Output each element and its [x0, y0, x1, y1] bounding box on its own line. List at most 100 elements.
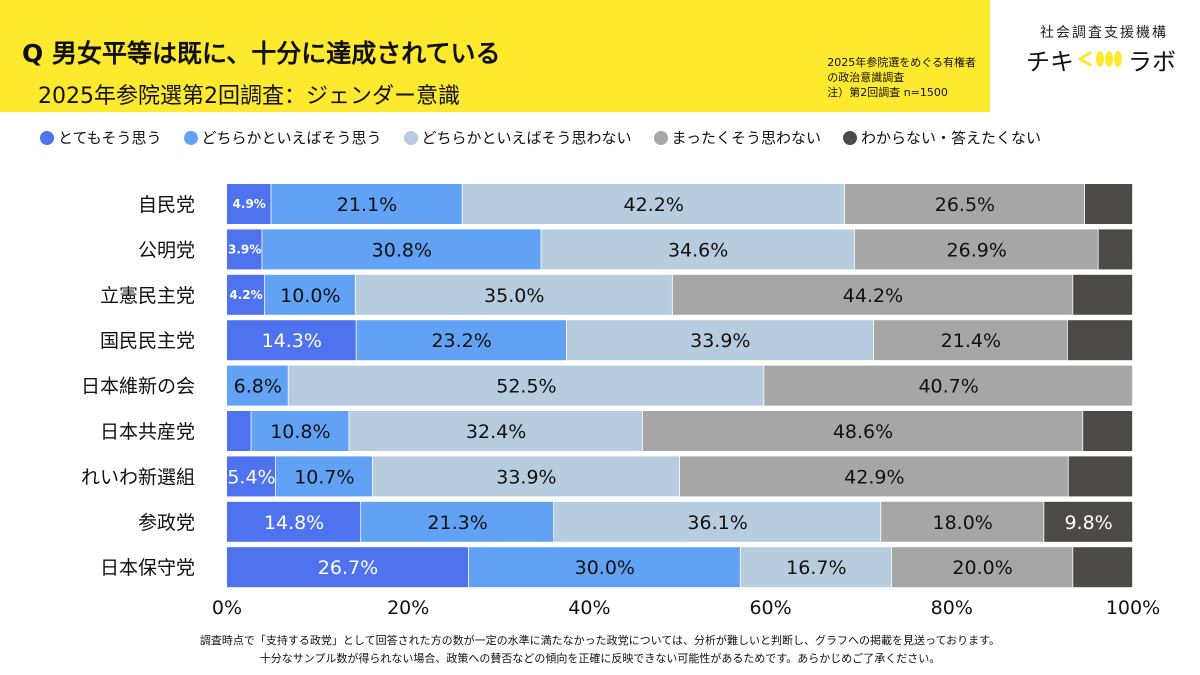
data-label: 32.4%	[466, 421, 526, 443]
data-label: 4.9%	[233, 197, 266, 211]
legend-item: とてもそう思う	[40, 127, 162, 148]
data-label: 36.1%	[687, 512, 747, 534]
bar-segment	[1084, 184, 1133, 224]
bar-segment	[227, 365, 288, 406]
x-tick-label: 80%	[931, 597, 973, 619]
bar-segment	[251, 411, 349, 451]
category-label: れいわ新選組	[81, 466, 195, 488]
logo-text-right: ラボ	[1128, 47, 1176, 76]
data-label: 10.8%	[270, 421, 330, 443]
category-label: 参政党	[138, 512, 195, 534]
data-label: 40.7%	[918, 376, 978, 398]
legend-item: どちらかといえばそう思う	[183, 127, 382, 148]
survey-note: 2025年参院選をめぐる有権者 の政治意識調査 注）第2回調査 n=1500	[827, 55, 976, 100]
data-label: 26.9%	[947, 239, 1007, 261]
data-label: 21.1%	[337, 194, 397, 216]
category-label: 立憲民主党	[100, 285, 195, 307]
data-label: 42.2%	[624, 194, 684, 216]
survey-note-line: の政治意識調査	[827, 71, 905, 84]
x-tick-label: 20%	[387, 597, 429, 619]
bar-segment	[288, 365, 764, 406]
x-tick-label: 0%	[212, 597, 242, 619]
bar-segment	[356, 320, 566, 361]
legend-marker	[653, 130, 668, 145]
legend: とてもそう思う どちらかといえばそう思う どちらかといえばそう思わない まったく…	[40, 127, 1041, 148]
survey-note-line: 注）第2回調査 n=1500	[827, 86, 948, 99]
bar-segment	[672, 274, 1073, 315]
data-label: 44.2%	[843, 285, 903, 307]
logo-text-left: チキ	[1026, 47, 1074, 76]
data-label: 33.9%	[496, 466, 556, 488]
bar-segment	[262, 229, 541, 270]
bar-segment	[372, 456, 680, 497]
data-label: 48.6%	[833, 421, 893, 443]
bar-segment	[554, 501, 881, 542]
bar-segment	[227, 411, 251, 451]
legend-label: どちらかといえばそう思わない	[421, 129, 632, 147]
bar-segment	[271, 184, 462, 224]
bar-segment	[227, 229, 262, 270]
data-label: 21.3%	[427, 512, 487, 534]
bar-segment	[227, 320, 356, 361]
bar-segment	[1073, 274, 1133, 315]
category-label: 国民民主党	[100, 330, 195, 352]
data-label: 21.4%	[941, 330, 1001, 352]
survey-note-line: 2025年参院選をめぐる有権者	[827, 56, 976, 69]
bar-segment	[642, 411, 1083, 451]
category-label: 公明党	[138, 239, 195, 261]
bar-segment	[566, 320, 874, 361]
data-label: 20.0%	[952, 557, 1012, 579]
bar-segment	[854, 229, 1098, 270]
bar-segment	[227, 501, 361, 542]
bar-segment	[740, 547, 892, 588]
bar-segment	[1067, 320, 1133, 361]
bar-segment	[1098, 229, 1133, 270]
bar-segment	[680, 456, 1068, 497]
x-tick-label: 100%	[1106, 597, 1160, 619]
legend-marker	[183, 130, 198, 145]
data-label: 26.5%	[935, 194, 995, 216]
data-label: 6.8%	[234, 376, 282, 398]
legend-marker	[40, 130, 54, 145]
data-label: 42.9%	[844, 466, 904, 488]
logo: チキ ラボ	[1026, 44, 1176, 76]
data-label: 33.9%	[690, 330, 750, 352]
legend-label: とてもそう思う	[58, 129, 162, 147]
org-name: 社会調査支援機構	[1040, 25, 1168, 41]
x-tick-label: 60%	[749, 597, 791, 619]
data-label: 9.8%	[1064, 512, 1112, 534]
bar-segment	[265, 274, 355, 315]
logo-mark-icon	[1078, 51, 1122, 67]
bar-segment	[227, 274, 265, 315]
footnote-line-2: 十分なサンプル数が得られない場合、政策への賛否などの傾向を正確に反映できない可能…	[259, 652, 941, 665]
bar-segment	[844, 184, 1085, 224]
category-label: 日本維新の会	[81, 376, 195, 398]
bar-segment	[1073, 547, 1133, 588]
data-label: 18.0%	[932, 512, 992, 534]
data-label: 30.8%	[372, 239, 432, 261]
bar-segment	[881, 501, 1044, 542]
bar-segment	[227, 456, 276, 497]
bar-segment	[227, 184, 271, 224]
data-label: 30.0%	[575, 557, 635, 579]
bar-segment	[468, 547, 740, 588]
bar-segment	[1083, 411, 1133, 451]
chart-subtitle: 2025年参院選第2回調査：ジェンダー意識	[38, 84, 460, 109]
data-label: 4.2%	[229, 288, 262, 302]
data-label: 26.7%	[318, 557, 378, 579]
data-label: 10.0%	[280, 285, 340, 307]
bar-segment	[892, 547, 1073, 588]
bar-segment	[541, 229, 855, 270]
bar-segment	[355, 274, 672, 315]
legend-item: わからない・答えたくない	[842, 127, 1041, 148]
bar-segment	[227, 547, 469, 588]
data-label: 5.4%	[227, 466, 275, 488]
data-label: 23.2%	[431, 330, 491, 352]
legend-label: まったくそう思わない	[671, 129, 821, 147]
data-label: 14.8%	[264, 512, 324, 534]
data-label: 10.7%	[294, 466, 354, 488]
bar-segment	[1044, 501, 1133, 542]
legend-label: どちらかといえばそう思う	[201, 129, 382, 147]
x-tick-label: 40%	[568, 597, 610, 619]
bar-segment	[1068, 456, 1133, 497]
